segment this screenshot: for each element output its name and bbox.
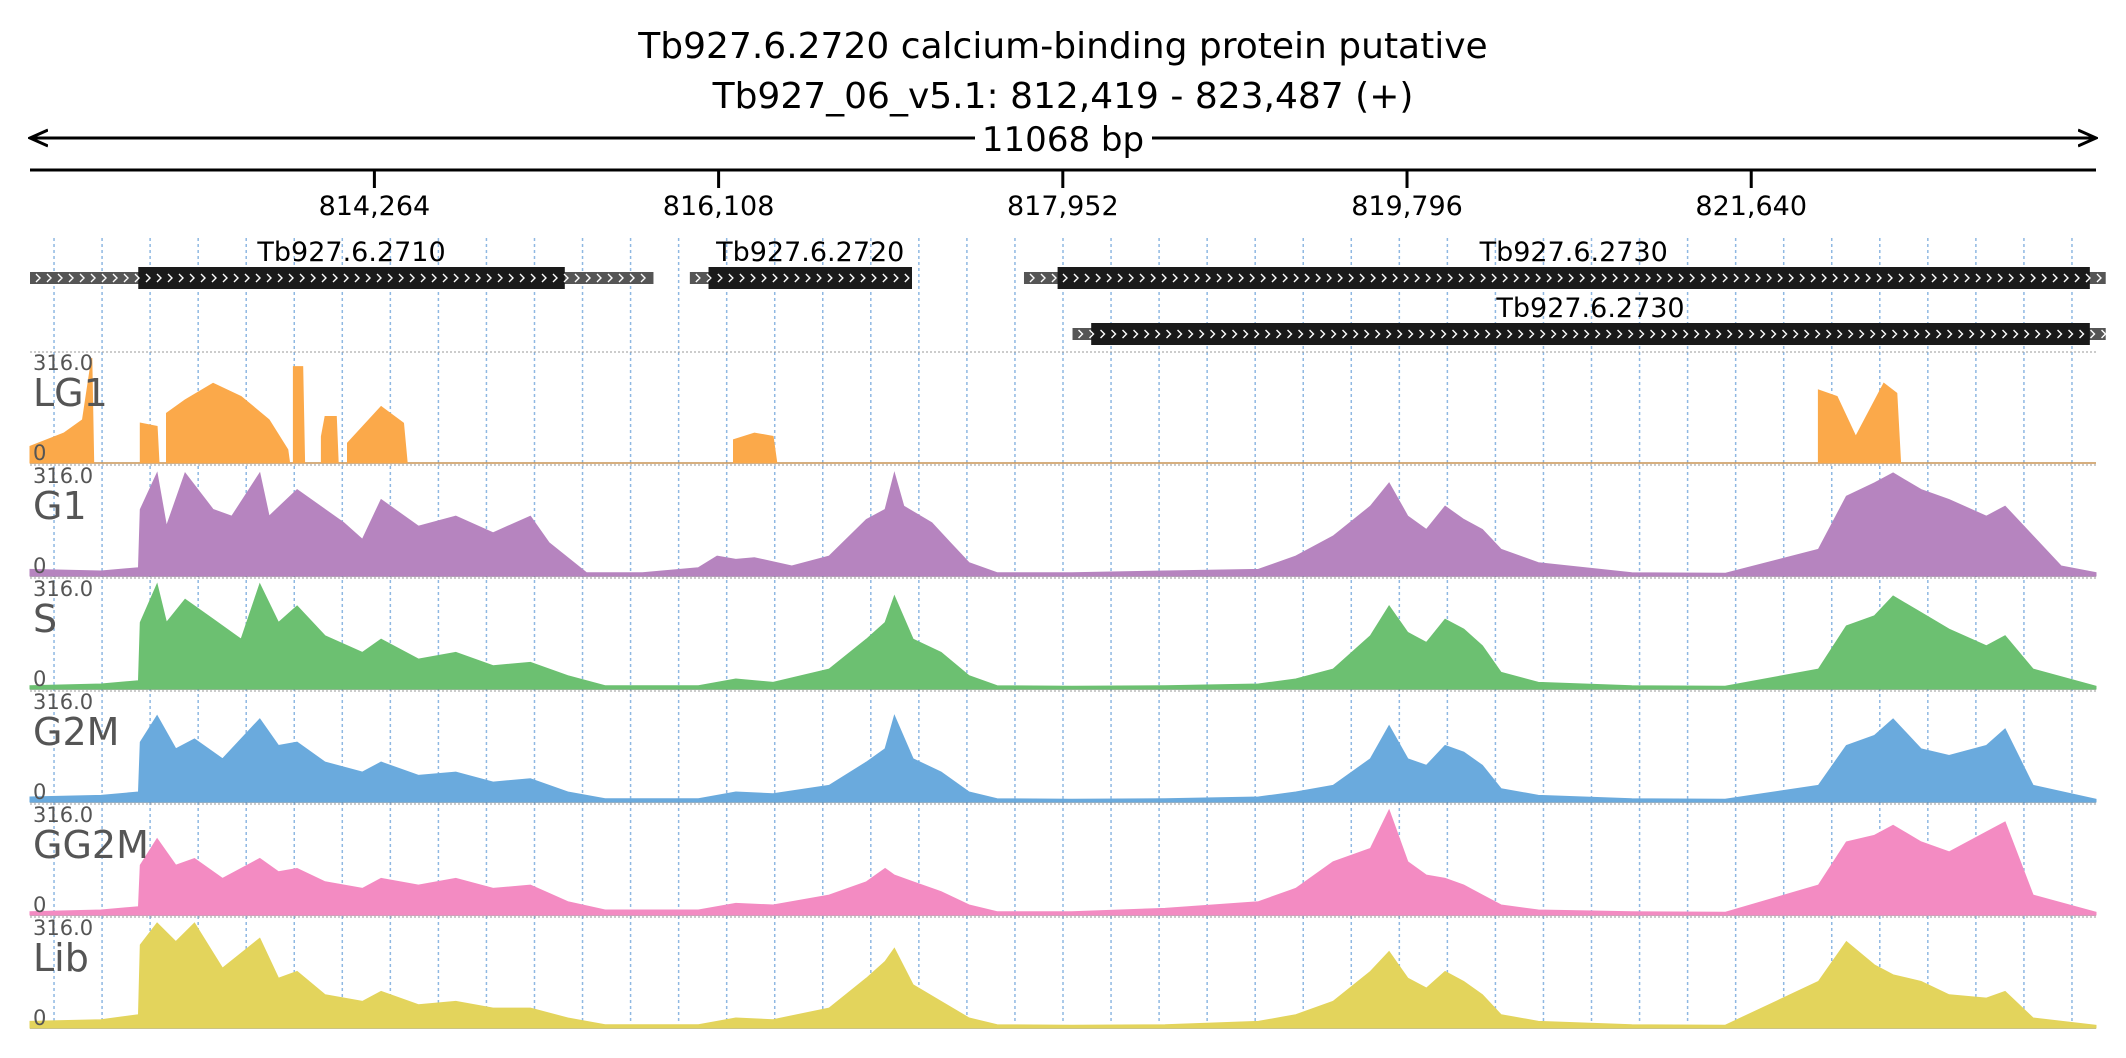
gene-label-3: Tb927.6.2730 [1495, 293, 1684, 324]
track-lib: 316.0 0 Lib [29, 916, 2097, 1030]
gene-cds-0 [138, 267, 565, 289]
track-min-label-4: 0 [33, 893, 46, 917]
track-name-1: G1 [33, 484, 87, 528]
track-gg2m: 316.0 0 GG2M [29, 803, 2097, 917]
coverage-area-gg2m [29, 808, 2097, 916]
gene-strand-arrows-3 [1078, 329, 2107, 339]
track-name-3: G2M [33, 710, 119, 754]
tick-label-1: 816,108 [663, 191, 775, 222]
coverage-tracks: 316.00LG1316.00G1316.00S316.00G2M316.00G… [29, 351, 2097, 1030]
gene-1: Tb927.6.2720 [689, 237, 912, 289]
track-min-label-0: 0 [33, 441, 46, 465]
track-name-2: S [33, 597, 57, 641]
tick-label-4: 821,640 [1695, 191, 1807, 222]
figure-title: Tb927.6.2720 calcium-binding protein put… [637, 26, 1487, 67]
tick-label-3: 819,796 [1351, 191, 1463, 222]
track-s: 316.0 0 S [29, 577, 2097, 691]
figure-subtitle: Tb927_06_v5.1: 812,419 - 823,487 (+) [712, 76, 1414, 117]
track-min-label-1: 0 [33, 554, 46, 578]
track-name-4: GG2M [33, 823, 149, 867]
track-min-label-3: 0 [33, 780, 46, 804]
gene-models: Tb927.6.2710 Tb927.6.2720 Tb927.6.2730 Tb92… [30, 237, 2107, 345]
track-max-label-5: 316.0 [33, 916, 93, 940]
coverage-area-g1 [29, 471, 2097, 577]
gene-0: Tb927.6.2710 [30, 237, 654, 289]
gene-cds-3 [1091, 323, 2090, 345]
track-lg1: 316.0 0 LG1 [29, 351, 2096, 465]
gene-2: Tb927.6.2730 [1023, 237, 2106, 289]
gene-label-1: Tb927.6.2720 [715, 237, 904, 268]
gene-strand-arrows-2 [1029, 273, 2102, 283]
tick-label-2: 817,952 [1007, 191, 1119, 222]
gene-3: Tb927.6.2730 [1072, 293, 2107, 345]
track-g2m: 316.0 0 G2M [29, 690, 2097, 804]
track-min-label-2: 0 [33, 667, 46, 691]
track-max-label-1: 316.0 [33, 464, 93, 488]
track-max-label-0: 316.0 [33, 351, 93, 375]
track-g1: 316.0 0 G1 [29, 464, 2097, 578]
coverage-area-g2m [29, 714, 2097, 803]
gene-strand-arrows-0 [35, 273, 646, 283]
gene-label-2: Tb927.6.2730 [1479, 237, 1668, 268]
gene-strand-arrows-1 [695, 273, 910, 283]
track-min-label-5: 0 [33, 1006, 46, 1030]
track-max-label-4: 316.0 [33, 803, 93, 827]
coverage-area-lib [29, 922, 2097, 1029]
coordinate-ticks: 814,264 816,108 817,952 819,796 821,640 [319, 170, 1807, 222]
coverage-area-lg1 [29, 357, 2096, 464]
tick-label-0: 814,264 [319, 191, 431, 222]
track-name-5: Lib [33, 936, 89, 980]
span-indicator: 11068 bp [30, 120, 2096, 160]
coverage-area-s [29, 582, 2097, 690]
track-max-label-3: 316.0 [33, 690, 93, 714]
span-label: 11068 bp [982, 120, 1144, 160]
track-max-label-2: 316.0 [33, 577, 93, 601]
gene-label-0: Tb927.6.2710 [256, 237, 445, 268]
track-name-0: LG1 [33, 371, 108, 415]
